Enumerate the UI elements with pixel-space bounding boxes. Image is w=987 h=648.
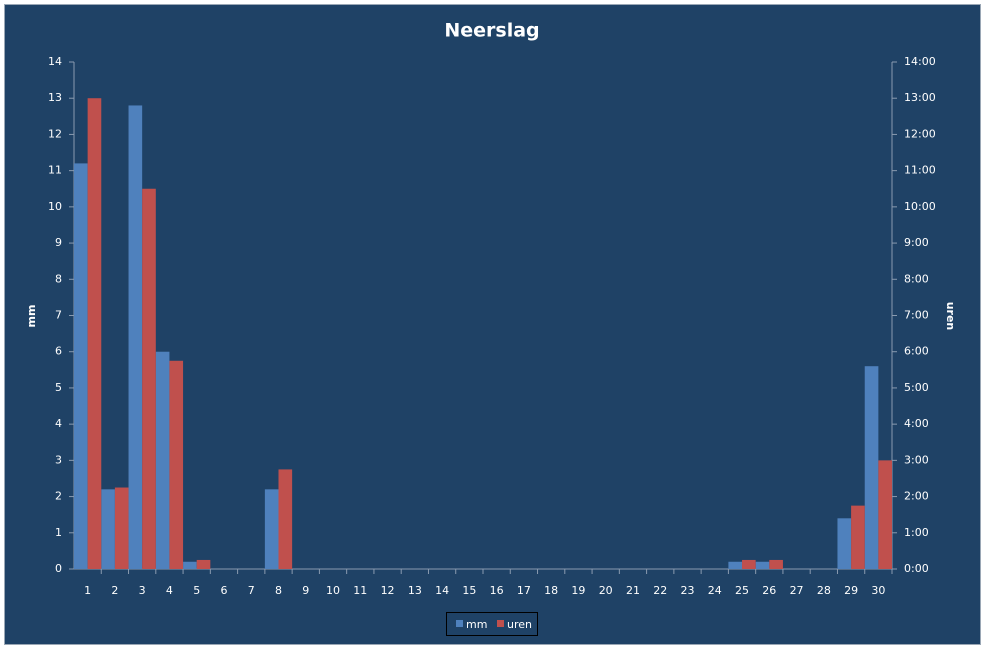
y2-tick-label: 5:00 xyxy=(904,381,929,394)
y-tick-label: 13 xyxy=(48,91,62,104)
y-tick-label: 6 xyxy=(55,345,62,358)
bar xyxy=(742,559,756,569)
bar xyxy=(142,188,156,569)
x-tick-label: 14 xyxy=(435,584,449,597)
y-tick-label: 0 xyxy=(55,562,62,575)
y2-tick-label: 3:00 xyxy=(904,453,929,466)
y2-tick-label: 1:00 xyxy=(904,526,929,539)
x-tick-label: 9 xyxy=(302,584,309,597)
bar xyxy=(169,360,184,569)
y2-tick-label: 13:00 xyxy=(904,91,936,104)
x-tick-label: 21 xyxy=(626,584,640,597)
x-tick-label: 22 xyxy=(653,584,667,597)
y-axis-label: mm xyxy=(25,305,38,328)
x-tick-label: 3 xyxy=(139,584,146,597)
x-tick-label: 20 xyxy=(599,584,613,597)
x-tick-label: 17 xyxy=(517,584,531,597)
x-tick-label: 15 xyxy=(462,584,476,597)
x-tick-label: 28 xyxy=(817,584,831,597)
legend-swatch xyxy=(456,620,463,627)
x-tick-label: 16 xyxy=(490,584,504,597)
x-tick-label: 5 xyxy=(193,584,200,597)
bar xyxy=(155,351,170,569)
bar xyxy=(114,487,129,569)
legend-swatch xyxy=(497,620,504,627)
x-tick-label: 2 xyxy=(111,584,118,597)
bar xyxy=(851,505,865,569)
y-tick-label: 1 xyxy=(55,526,62,539)
x-tick-label: 26 xyxy=(762,584,776,597)
y2-tick-label: 10:00 xyxy=(904,200,936,213)
y2-tick-label: 11:00 xyxy=(904,164,936,177)
x-tick-label: 23 xyxy=(681,584,695,597)
y2-tick-label: 0:00 xyxy=(904,562,929,575)
y2-tick-label: 2:00 xyxy=(904,490,929,503)
x-tick-label: 6 xyxy=(220,584,227,597)
legend-label: mm xyxy=(466,618,487,631)
y2-tick-label: 12:00 xyxy=(904,127,936,140)
x-tick-label: 10 xyxy=(326,584,340,597)
y-tick-label: 11 xyxy=(48,164,62,177)
x-tick-label: 27 xyxy=(790,584,804,597)
bar xyxy=(101,489,115,569)
bar xyxy=(837,518,852,569)
x-tick-label: 30 xyxy=(871,584,885,597)
bar xyxy=(196,559,211,569)
bar xyxy=(878,460,892,569)
bar xyxy=(264,489,279,569)
chart-title: Neerslag xyxy=(444,20,539,42)
y-tick-label: 12 xyxy=(48,127,62,140)
x-tick-label: 11 xyxy=(353,584,367,597)
x-tick-label: 18 xyxy=(544,584,558,597)
legend xyxy=(446,612,538,636)
x-tick-label: 4 xyxy=(166,584,173,597)
y-tick-label: 5 xyxy=(55,381,62,394)
x-tick-label: 24 xyxy=(708,584,722,597)
x-tick-label: 25 xyxy=(735,584,749,597)
y-tick-label: 2 xyxy=(55,490,62,503)
y-tick-label: 3 xyxy=(55,453,62,466)
legend-label: uren xyxy=(507,618,532,631)
bar xyxy=(278,469,293,569)
bar xyxy=(74,163,88,569)
y2-tick-label: 7:00 xyxy=(904,309,929,322)
y2-axis-label: uren xyxy=(944,302,957,331)
bar xyxy=(769,559,783,569)
x-tick-label: 19 xyxy=(571,584,585,597)
y-tick-label: 7 xyxy=(55,309,62,322)
y-tick-label: 4 xyxy=(55,417,62,430)
y-tick-label: 14 xyxy=(48,55,62,68)
bar xyxy=(728,561,743,569)
bar xyxy=(87,98,102,569)
y-tick-label: 10 xyxy=(48,200,62,213)
bar xyxy=(755,561,770,569)
x-tick-label: 1 xyxy=(84,584,91,597)
y2-tick-label: 6:00 xyxy=(904,345,929,358)
y2-tick-label: 8:00 xyxy=(904,272,929,285)
y-tick-label: 8 xyxy=(55,272,62,285)
y2-tick-label: 4:00 xyxy=(904,417,929,430)
x-tick-label: 8 xyxy=(275,584,282,597)
y-tick-label: 9 xyxy=(55,236,62,249)
x-tick-label: 12 xyxy=(381,584,395,597)
bar xyxy=(128,105,143,569)
y2-tick-label: 9:00 xyxy=(904,236,929,249)
bar xyxy=(183,561,197,569)
x-tick-label: 29 xyxy=(844,584,858,597)
y2-tick-label: 14:00 xyxy=(904,55,936,68)
x-tick-label: 7 xyxy=(248,584,255,597)
x-tick-label: 13 xyxy=(408,584,422,597)
bar xyxy=(864,366,879,569)
